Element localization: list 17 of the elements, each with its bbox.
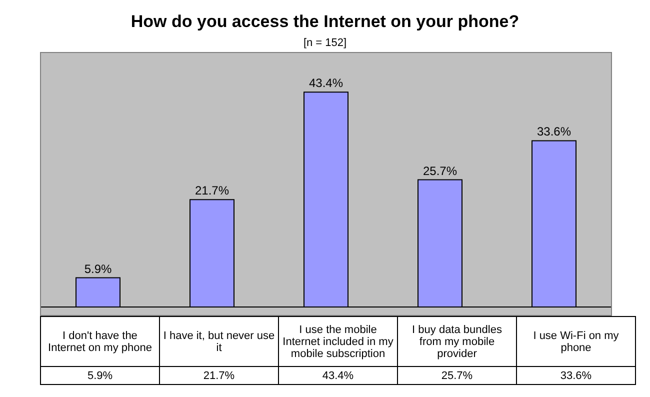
data-label: 21.7% <box>160 366 278 384</box>
data-label: 33.6% <box>516 366 636 384</box>
text: 33.6% <box>536 124 572 139</box>
x-tick-label: I use Wi-Fi on my phone <box>516 316 636 366</box>
text: 25.7% <box>422 164 458 178</box>
text: 5.9% <box>84 262 112 276</box>
text: 43.4% <box>308 76 344 90</box>
data-label: 5.9% <box>40 366 160 384</box>
x-tick-label: I buy data bundles from my mobile provider <box>398 316 516 366</box>
x-tick-label: I don't have the Internet on my phone <box>40 316 160 366</box>
text: 21.7% <box>194 184 230 198</box>
x-tick-label: I use the mobile Internet included in my mobile subscription <box>278 316 398 366</box>
data-label: 43.4% <box>278 366 398 384</box>
chart-title: How do you access the Internet on your phone? <box>130 12 520 32</box>
chart-subtitle: [n = 152] <box>302 37 348 49</box>
data-label: 25.7% <box>398 366 516 384</box>
x-tick-label: I have it, but never use it <box>160 316 278 366</box>
